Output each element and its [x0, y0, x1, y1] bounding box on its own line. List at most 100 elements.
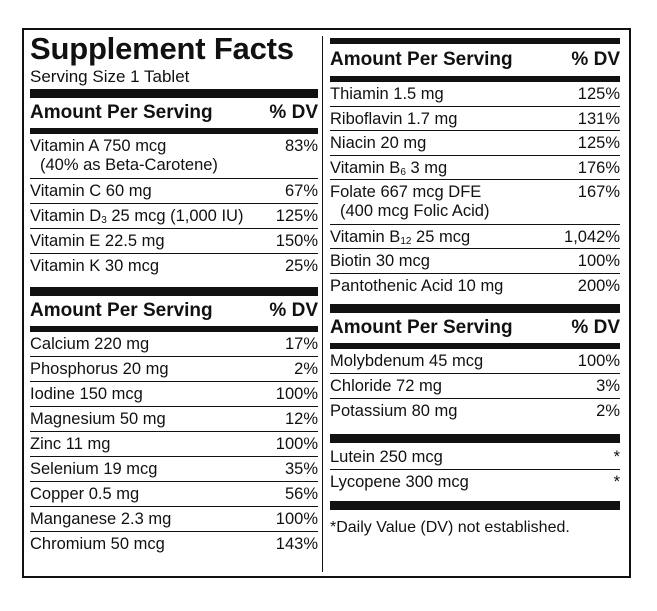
nutrient-row: Vitamin D3 25 mcg (1,000 IU) 125% — [30, 204, 318, 229]
nutrient-dv: 25% — [284, 257, 318, 275]
percent-dv-label: % DV — [269, 300, 318, 321]
nutrient-dv: 167% — [577, 183, 620, 201]
right-vitamin-list: Thiamin 1.5 mg 125% Riboflavin 1.7 mg 131% N… — [330, 82, 620, 298]
nutrient-name-cell: Chromium 50 mcg — [30, 535, 165, 554]
nutrient-dv: 125% — [577, 134, 620, 152]
nutrient-name-cell: Selenium 19 mcg — [30, 460, 157, 479]
nutrient-name: Lutein 250 mcg — [330, 448, 443, 466]
nutrient-dv: 200% — [577, 276, 620, 295]
nutrient-name-cell: Riboflavin 1.7 mg — [330, 110, 457, 129]
nutrient-note: (400 mcg Folic Acid) — [340, 202, 490, 220]
right-mineral-list: Molybdenum 45 mcg 100% Chloride 72 mg 3% Pot… — [330, 349, 620, 424]
nutrient-name: Vitamin B6 3 mg — [330, 159, 447, 178]
left-mineral-list: Calcium 220 mg 17% Phosphorus 20 mg 2% Iodin… — [30, 332, 318, 557]
medium-rule — [30, 326, 318, 332]
supplement-facts-panel — [22, 28, 631, 578]
daily-value-footnote: *Daily Value (DV) not established. — [330, 519, 570, 536]
nutrient-row: Pantothenic Acid 10 mg 200% — [330, 274, 620, 299]
nutrient-row: Vitamin B12 25 mcg 1,042% — [330, 225, 620, 249]
nutrient-dv: 3% — [596, 377, 620, 395]
nutrient-name: Manganese 2.3 mg — [30, 510, 172, 528]
nutrient-name: Pantothenic Acid 10 mg — [330, 276, 504, 295]
nutrient-name: Vitamin B12 25 mcg — [330, 228, 470, 247]
nutrient-name-cell: Thiamin 1.5 mg — [330, 85, 444, 104]
nutrient-name-cell: Lutein 250 mcg — [330, 448, 443, 467]
nutrient-row: Chloride 72 mg 3% — [330, 374, 620, 399]
nutrient-name-cell: Folate 667 mcg DFE (400 mcg Folic Acid) — [330, 183, 489, 221]
nutrient-row: Selenium 19 mcg 35% — [30, 457, 318, 482]
medium-rule — [330, 343, 620, 349]
nutrient-dv: 150% — [275, 232, 318, 250]
nutrient-name: Potassium 80 mg — [330, 402, 458, 420]
panel-title: Supplement Facts — [30, 31, 294, 66]
nutrient-name: Chloride 72 mg — [330, 377, 442, 395]
nutrient-row: Thiamin 1.5 mg 125% — [330, 82, 620, 107]
nutrient-name: Vitamin A 750 mcg — [30, 137, 167, 155]
thick-rule — [330, 38, 620, 44]
nutrient-name: Chromium 50 mcg — [30, 535, 165, 553]
nutrient-name-cell: Biotin 30 mcg — [330, 252, 430, 271]
nutrient-name-cell: Vitamin C 60 mg — [30, 182, 152, 201]
amount-per-serving-label: Amount Per Serving — [330, 317, 513, 338]
nutrient-dv: 131% — [577, 109, 620, 128]
nutrient-name: Folate 667 mcg DFE — [330, 183, 482, 201]
nutrient-name: Copper 0.5 mg — [30, 485, 140, 503]
percent-dv-label: % DV — [269, 102, 318, 123]
nutrient-name: Calcium 220 mg — [30, 335, 150, 353]
thick-rule — [30, 89, 318, 98]
nutrient-dv: 67% — [284, 182, 318, 200]
nutrient-name-cell: Vitamin A 750 mcg (40% as Beta-Carotene) — [30, 137, 218, 175]
nutrient-dv: 125% — [275, 207, 318, 225]
nutrient-row: Lutein 250 mcg * — [330, 445, 620, 470]
nutrient-name-cell: Manganese 2.3 mg — [30, 510, 171, 529]
left-vitamin-list: Vitamin A 750 mcg (40% as Beta-Carotene) 8… — [30, 134, 318, 279]
nutrient-name-cell: Zinc 11 mg — [30, 435, 110, 454]
nutrient-subscript: 3 — [101, 215, 107, 226]
nutrient-dv: 35% — [284, 460, 318, 478]
nutrient-dv: 125% — [577, 85, 620, 103]
nutrient-dv: * — [613, 473, 620, 491]
nutrient-subscript: 6 — [400, 166, 406, 178]
nutrient-dv: 1,042% — [564, 227, 620, 246]
nutrient-dv: * — [613, 448, 620, 466]
nutrient-dv: 100% — [275, 510, 318, 528]
right-other-list: Lutein 250 mcg * Lycopene 300 mcg * — [330, 443, 620, 495]
nutrient-row: Niacin 20 mg 125% — [330, 131, 620, 156]
nutrient-name: Magnesium 50 mg — [30, 410, 166, 428]
nutrient-dv: 56% — [284, 485, 318, 503]
left-column: Supplement Facts Serving Size 1 Tablet A… — [30, 33, 318, 557]
nutrient-name-cell: Vitamin D3 25 mcg (1,000 IU) — [30, 207, 243, 226]
thick-rule — [330, 304, 620, 313]
nutrient-row: Vitamin C 60 mg 67% — [30, 179, 318, 204]
nutrient-dv: 100% — [275, 435, 318, 453]
nutrient-name-suffix: 3 mg — [405, 158, 448, 177]
nutrient-name: Phosphorus 20 mg — [30, 360, 169, 378]
nutrient-name-cell: Chloride 72 mg — [330, 377, 442, 396]
nutrient-name: Selenium 19 mcg — [30, 460, 158, 478]
medium-rule — [330, 76, 620, 82]
serving-size: Serving Size 1 Tablet — [30, 67, 190, 86]
nutrient-row: Magnesium 50 mg 12% — [30, 407, 318, 432]
nutrient-name-cell: Potassium 80 mg — [330, 402, 457, 421]
medium-rule — [30, 128, 318, 134]
nutrient-dv: 83% — [284, 137, 318, 155]
nutrient-row: Manganese 2.3 mg 100% — [30, 507, 318, 532]
section-header: Amount Per Serving % DV — [330, 44, 620, 76]
section-header: Amount Per Serving % DV — [30, 98, 318, 128]
nutrient-row: Biotin 30 mcg 100% — [330, 249, 620, 274]
nutrient-name-cell: Molybdenum 45 mcg — [330, 352, 483, 371]
nutrient-name: Molybdenum 45 mcg — [330, 352, 484, 370]
column-divider — [322, 36, 323, 572]
nutrient-name: Vitamin K 30 mcg — [30, 257, 160, 275]
nutrient-subscript: 12 — [400, 235, 412, 247]
nutrient-name: Thiamin 1.5 mg — [330, 85, 444, 103]
nutrient-name-suffix: 25 mcg — [411, 227, 471, 246]
nutrient-row: Lycopene 300 mcg * — [330, 470, 620, 495]
nutrient-name-cell: Vitamin K 30 mcg — [30, 257, 159, 276]
nutrient-row: Vitamin A 750 mcg (40% as Beta-Carotene) 8… — [30, 134, 318, 179]
nutrient-name: Vitamin D3 25 mcg (1,000 IU) — [30, 207, 243, 226]
nutrient-note: (40% as Beta-Carotene) — [40, 156, 218, 174]
nutrient-dv: 12% — [284, 410, 318, 428]
nutrient-dv: 100% — [577, 252, 620, 270]
nutrient-dv: 176% — [577, 158, 620, 177]
